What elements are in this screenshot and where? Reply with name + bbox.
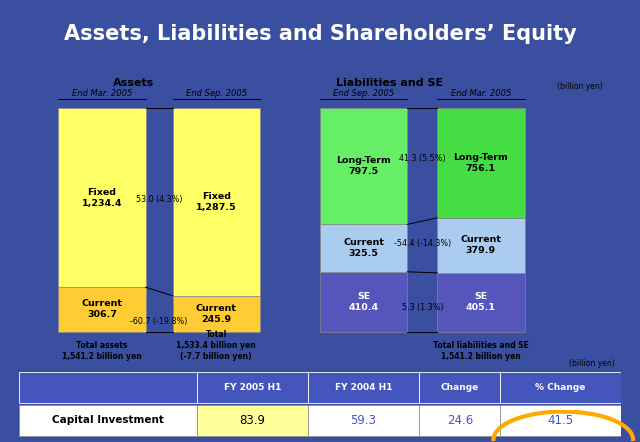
Bar <box>320 108 407 225</box>
Text: Total assets
1,541.2 billion yen: Total assets 1,541.2 billion yen <box>62 341 142 361</box>
Text: (billion yen): (billion yen) <box>557 82 603 91</box>
Bar <box>58 287 145 332</box>
Text: 83.9: 83.9 <box>239 414 266 427</box>
Bar <box>320 225 407 272</box>
Text: Change: Change <box>441 383 479 392</box>
Text: 41.5: 41.5 <box>548 414 573 427</box>
Text: Assets: Assets <box>113 78 154 88</box>
Bar <box>58 108 145 287</box>
Text: FY 2004 H1: FY 2004 H1 <box>335 383 392 392</box>
Text: -60.7 (-19.8%): -60.7 (-19.8%) <box>131 316 188 326</box>
Text: Total
1,533.4 billion yen
(-7.7 billion yen): Total 1,533.4 billion yen (-7.7 billion … <box>177 330 256 361</box>
Bar <box>173 108 260 296</box>
Bar <box>308 372 419 403</box>
Bar <box>173 296 260 332</box>
Text: FY 2005 H1: FY 2005 H1 <box>223 383 281 392</box>
Text: Total liabilities and SE
1,541.2 billion yen: Total liabilities and SE 1,541.2 billion… <box>433 341 529 361</box>
Bar <box>320 272 407 332</box>
Text: Liabilities and SE: Liabilities and SE <box>335 78 443 88</box>
Text: End Sep. 2005: End Sep. 2005 <box>186 89 247 98</box>
Bar <box>419 372 500 403</box>
Text: Fixed
1,287.5: Fixed 1,287.5 <box>196 192 237 212</box>
Text: 53.0 (4.3%): 53.0 (4.3%) <box>136 195 182 204</box>
Text: End Mar. 2005: End Mar. 2005 <box>72 89 132 98</box>
Text: SE
410.4: SE 410.4 <box>349 292 379 312</box>
Text: Long-Term
797.5: Long-Term 797.5 <box>336 156 391 176</box>
Bar <box>437 108 525 218</box>
Text: Long-Term
756.1: Long-Term 756.1 <box>454 153 508 173</box>
Text: Capital Investment: Capital Investment <box>52 415 164 425</box>
Text: Assets, Liabilities and Shareholders’ Equity: Assets, Liabilities and Shareholders’ Eq… <box>63 24 577 44</box>
Bar <box>419 405 500 435</box>
Text: -54.4 (-14.3%): -54.4 (-14.3%) <box>394 239 451 248</box>
Text: Fixed
1,234.4: Fixed 1,234.4 <box>82 187 122 208</box>
Text: (billion yen): (billion yen) <box>569 359 615 368</box>
Text: End Sep. 2005: End Sep. 2005 <box>333 89 394 98</box>
Text: 59.3: 59.3 <box>351 414 376 427</box>
Text: 5.3 (1.3%): 5.3 (1.3%) <box>401 303 443 312</box>
Bar <box>308 405 419 435</box>
Text: SE
405.1: SE 405.1 <box>466 292 496 312</box>
Bar <box>19 372 196 403</box>
Text: Current
379.9: Current 379.9 <box>460 235 501 255</box>
Bar <box>196 372 308 403</box>
Text: End Mar. 2005: End Mar. 2005 <box>451 89 511 98</box>
Text: % Change: % Change <box>536 383 586 392</box>
Text: Current
306.7: Current 306.7 <box>81 299 122 320</box>
Bar <box>500 405 621 435</box>
Text: Current
325.5: Current 325.5 <box>343 238 384 258</box>
Text: Current
245.9: Current 245.9 <box>196 304 237 324</box>
Text: 41.3 (5.5%): 41.3 (5.5%) <box>399 154 445 163</box>
Bar <box>19 405 196 435</box>
Bar <box>437 273 525 332</box>
Bar <box>500 372 621 403</box>
Bar <box>196 405 308 435</box>
Text: 24.6: 24.6 <box>447 414 473 427</box>
Bar <box>437 218 525 273</box>
